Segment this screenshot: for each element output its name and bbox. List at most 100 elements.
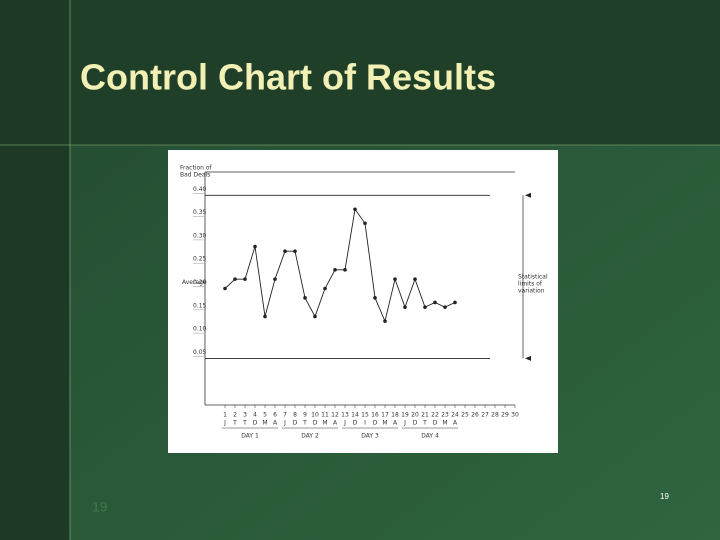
data-point bbox=[273, 277, 277, 281]
limits-annotation: variation bbox=[518, 288, 545, 295]
data-point bbox=[453, 300, 457, 305]
data-point bbox=[243, 277, 247, 281]
y-tick-label: 0.30 bbox=[193, 232, 207, 239]
chart-panel bbox=[168, 150, 558, 453]
x-tick-label: 8 bbox=[293, 412, 297, 419]
y-tick-label: 0.35 bbox=[193, 209, 207, 216]
day-letter: T bbox=[232, 420, 237, 427]
day-letter: M bbox=[442, 420, 447, 427]
day-letter: D bbox=[373, 420, 378, 427]
day-label: DAY 3 bbox=[361, 433, 379, 440]
limits-annotation: limits of bbox=[518, 281, 543, 288]
data-point bbox=[303, 296, 307, 300]
x-tick-label: 6 bbox=[273, 412, 277, 419]
data-point bbox=[223, 286, 227, 291]
x-tick-label: 24 bbox=[451, 412, 459, 419]
data-point bbox=[293, 249, 297, 254]
data-point bbox=[263, 314, 267, 319]
data-point bbox=[363, 221, 367, 226]
x-tick-label: 30 bbox=[511, 412, 519, 419]
x-tick-label: 12 bbox=[331, 412, 339, 419]
x-tick-label: 5 bbox=[263, 412, 267, 419]
data-point bbox=[343, 268, 347, 272]
data-point bbox=[283, 249, 287, 254]
y-tick-label: 0.15 bbox=[193, 302, 207, 309]
day-label: DAY 1 bbox=[241, 433, 259, 440]
data-point bbox=[393, 277, 397, 281]
data-point bbox=[383, 319, 387, 323]
data-point bbox=[353, 207, 357, 212]
day-letter: I bbox=[364, 420, 366, 427]
data-point bbox=[423, 305, 427, 309]
day-letter: T bbox=[242, 420, 247, 427]
x-tick-label: 16 bbox=[371, 412, 379, 419]
x-tick-label: 25 bbox=[461, 412, 469, 419]
x-tick-label: 9 bbox=[303, 412, 307, 419]
day-letter: T bbox=[302, 420, 307, 427]
day-letter: M bbox=[322, 420, 327, 427]
x-tick-label: 22 bbox=[431, 412, 439, 419]
day-letter: A bbox=[273, 420, 278, 427]
data-point bbox=[253, 244, 257, 249]
x-tick-label: 15 bbox=[361, 412, 369, 419]
day-letter: M bbox=[382, 420, 387, 427]
day-letter: D bbox=[253, 420, 258, 427]
x-tick-label: 27 bbox=[481, 412, 489, 419]
data-point bbox=[433, 300, 437, 305]
x-tick-label: 3 bbox=[243, 412, 247, 419]
x-tick-label: 14 bbox=[351, 412, 359, 419]
day-letter: J bbox=[343, 420, 346, 427]
left-band bbox=[0, 0, 70, 540]
day-letter: D bbox=[413, 420, 418, 427]
page-number: 19 bbox=[660, 492, 669, 501]
y-axis-label: Fraction of bbox=[180, 165, 213, 172]
day-letter: J bbox=[283, 420, 286, 427]
data-point bbox=[403, 305, 407, 309]
x-tick-label: 2 bbox=[233, 412, 237, 419]
series-line bbox=[224, 208, 456, 323]
data-point bbox=[233, 277, 237, 281]
x-tick-label: 19 bbox=[401, 412, 409, 419]
x-tick-label: 1 bbox=[223, 412, 227, 419]
x-tick-label: 7 bbox=[283, 412, 287, 419]
slide-title: Control Chart of Results bbox=[80, 57, 496, 98]
x-tick-label: 20 bbox=[411, 412, 419, 419]
x-tick-label: 11 bbox=[321, 412, 329, 419]
day-letter: D bbox=[313, 420, 318, 427]
limits-annotation: Statistical bbox=[518, 274, 548, 281]
y-tick-label: 0.25 bbox=[193, 256, 207, 263]
day-letter: D bbox=[293, 420, 298, 427]
day-letter: T bbox=[422, 420, 427, 427]
y-tick-label: 0.10 bbox=[193, 326, 207, 333]
day-label: DAY 4 bbox=[421, 433, 439, 440]
day-label: DAY 2 bbox=[301, 433, 319, 440]
page-number: 19 bbox=[92, 499, 108, 515]
x-tick-label: 29 bbox=[501, 412, 509, 419]
data-point bbox=[313, 314, 317, 319]
limit-arrow bbox=[525, 355, 531, 361]
x-tick-label: 23 bbox=[441, 412, 449, 419]
day-letter: A bbox=[453, 420, 458, 427]
x-tick-label: 28 bbox=[491, 412, 499, 419]
y-tick-label: 0.40 bbox=[193, 186, 207, 193]
day-letter: A bbox=[393, 420, 398, 427]
day-letter: J bbox=[223, 420, 226, 427]
title-band bbox=[0, 0, 720, 145]
x-tick-label: 13 bbox=[341, 412, 349, 419]
chart: Fraction of Bad Deals 0.40 0.35 0.30 0.25 0.… bbox=[180, 165, 548, 440]
day-letter: M bbox=[262, 420, 267, 427]
y-tick-label: 0.05 bbox=[193, 349, 207, 356]
x-tick-label: 17 bbox=[381, 412, 389, 419]
x-tick-label: 18 bbox=[391, 412, 399, 419]
day-letter: A bbox=[333, 420, 338, 427]
x-tick-label: 10 bbox=[311, 412, 319, 419]
limit-arrow bbox=[525, 192, 531, 198]
average-label: Average bbox=[182, 279, 207, 286]
day-letter: J bbox=[403, 420, 406, 427]
day-letter: D bbox=[353, 420, 358, 427]
y-tick-label: 0.20 bbox=[193, 279, 207, 286]
day-letter: D bbox=[433, 420, 438, 427]
x-tick-label: 21 bbox=[421, 412, 429, 419]
data-point bbox=[333, 268, 337, 272]
